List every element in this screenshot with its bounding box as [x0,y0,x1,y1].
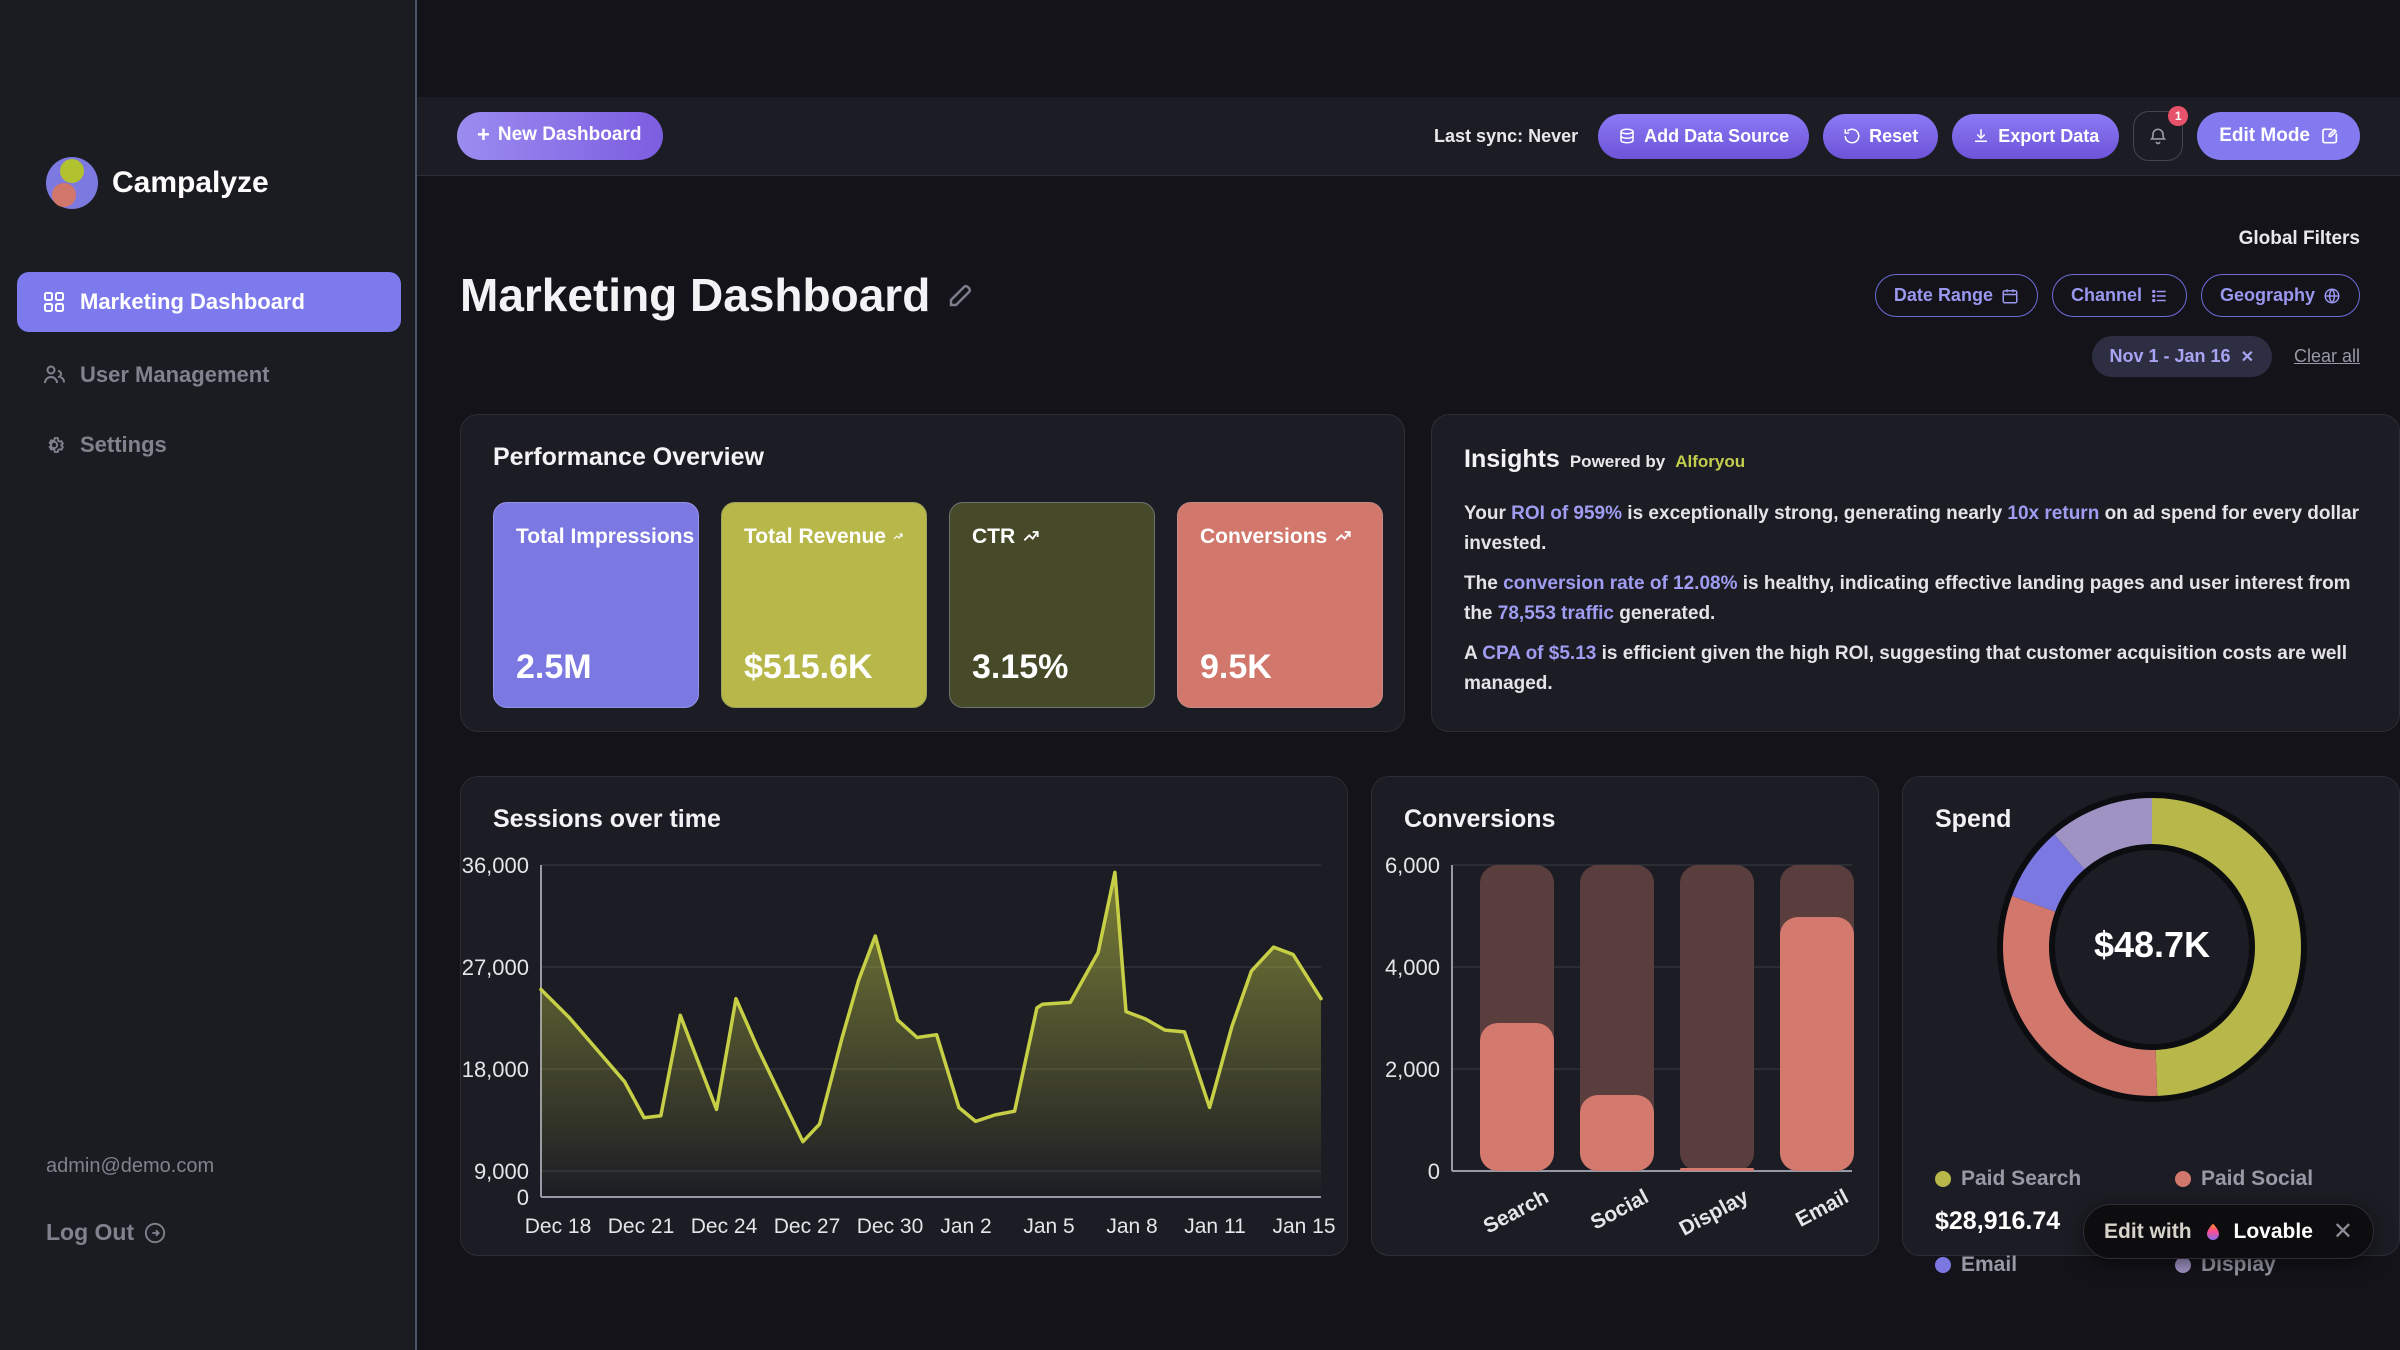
svg-text:6,000: 6,000 [1385,853,1440,878]
svg-text:Search: Search [1480,1185,1553,1238]
svg-text:Dec 24: Dec 24 [691,1215,758,1238]
svg-text:0: 0 [1428,1159,1440,1184]
svg-text:18,000: 18,000 [462,1057,529,1082]
svg-text:Dec 21: Dec 21 [608,1215,675,1238]
svg-text:Jan 2: Jan 2 [940,1215,991,1238]
svg-text:Jan 11: Jan 11 [1184,1215,1246,1238]
svg-text:Email: Email [1792,1185,1852,1232]
svg-text:$48.7K: $48.7K [2094,924,2210,965]
svg-text:27,000: 27,000 [462,955,529,980]
svg-text:Jan 5: Jan 5 [1023,1215,1074,1238]
svg-text:9,000: 9,000 [474,1159,529,1184]
svg-text:Display: Display [1676,1185,1753,1241]
svg-text:Dec 18: Dec 18 [525,1215,592,1238]
svg-text:Jan 8: Jan 8 [1106,1215,1157,1238]
svg-text:Jan 15: Jan 15 [1272,1215,1335,1238]
svg-text:Social: Social [1587,1185,1652,1234]
svg-text:4,000: 4,000 [1385,955,1440,980]
svg-text:Dec 30: Dec 30 [857,1215,924,1238]
svg-text:0: 0 [517,1185,529,1210]
svg-text:2,000: 2,000 [1385,1057,1440,1082]
svg-text:36,000: 36,000 [462,853,529,878]
svg-text:Dec 27: Dec 27 [774,1215,841,1238]
